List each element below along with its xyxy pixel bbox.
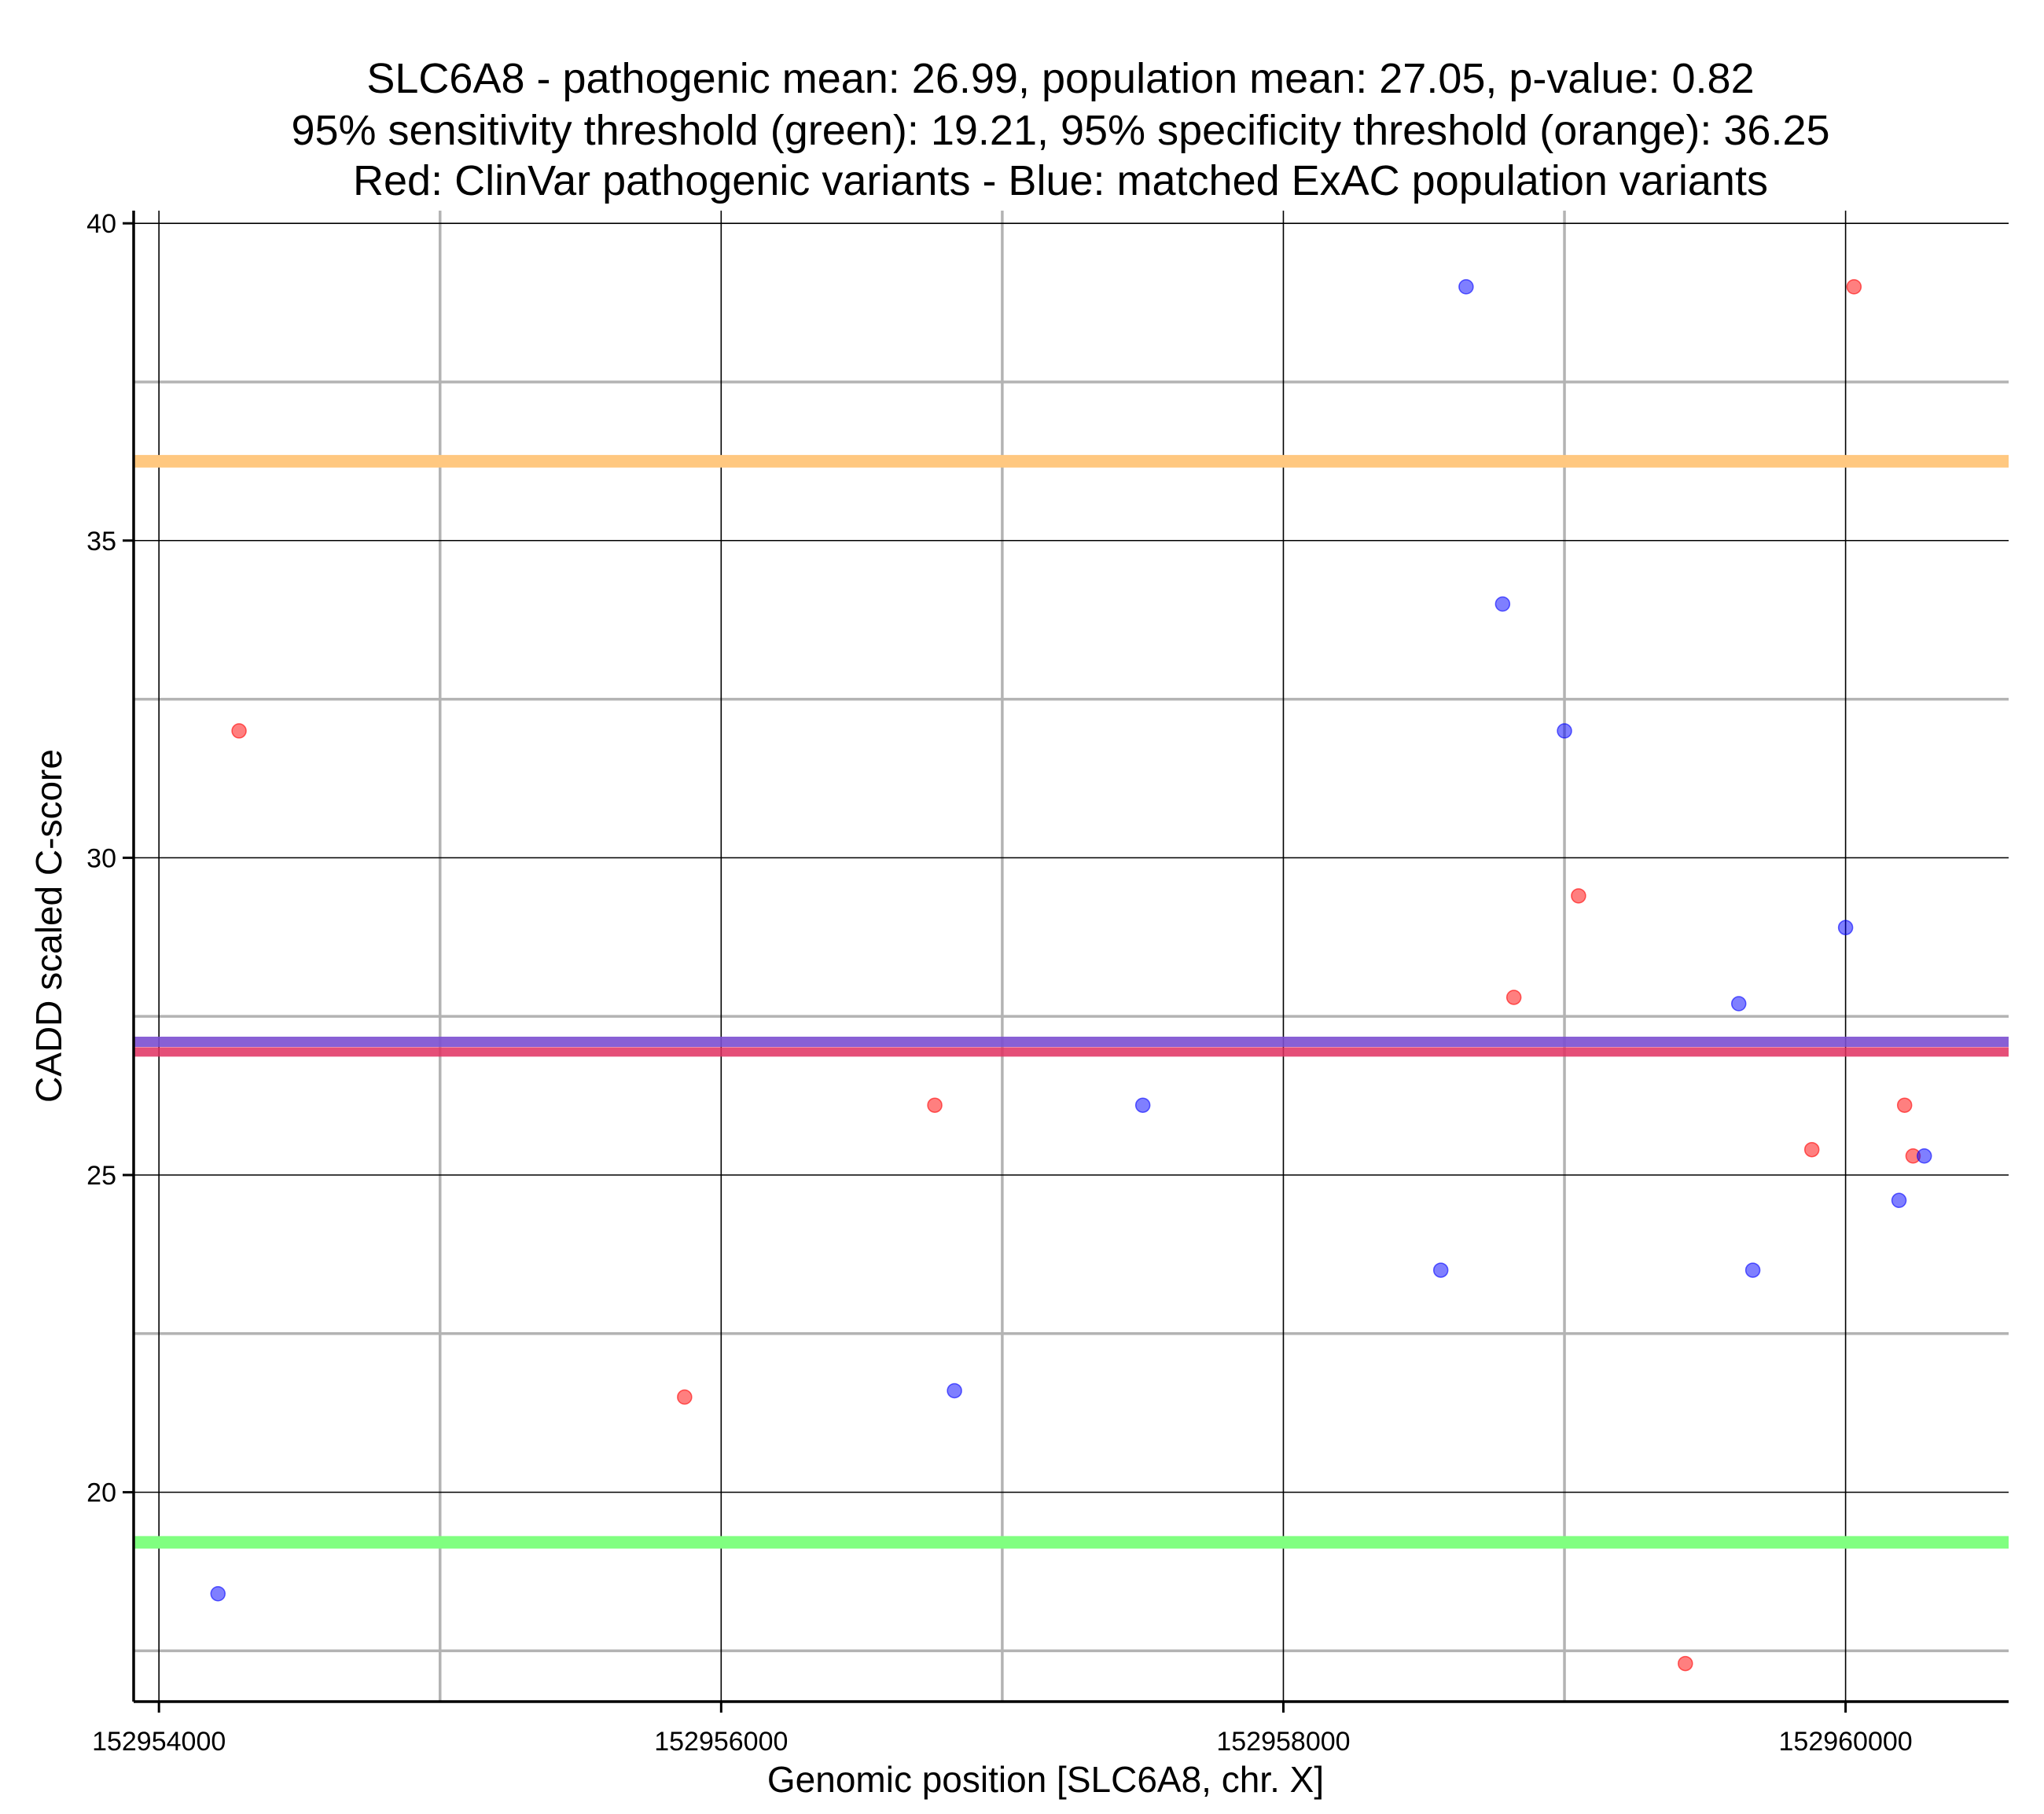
x-tick-label: 152956000 [654, 1727, 788, 1757]
population-point [1458, 279, 1474, 295]
population-point [1432, 1262, 1449, 1278]
population-point [1744, 1262, 1761, 1278]
y-tick-label: 25 [86, 1161, 116, 1191]
y-axis-title: CADD scaled C-score [28, 749, 69, 1103]
y-tick-label: 20 [86, 1478, 116, 1508]
pathogenic-point [677, 1389, 693, 1405]
x-axis-title: Genomic position [SLC6A8, chr. X] [767, 1759, 1324, 1800]
y-tick-label: 30 [86, 843, 116, 873]
pathogenic-point [1571, 888, 1586, 904]
pathogenic-point [1678, 1655, 1693, 1672]
pathogenic-point [927, 1097, 943, 1113]
population-point [1494, 596, 1511, 612]
population-point [1557, 723, 1572, 739]
tick-labels: 20 25 30 35 40 152954000 152956000 152958000 152… [86, 209, 1913, 1757]
title-line-1: SLC6A8 - pathogenic mean: 26.99, populat… [366, 55, 1754, 102]
pathogenic-point [1505, 990, 1522, 1005]
pathogenic-point [231, 723, 247, 739]
x-tick-label: 152960000 [1779, 1727, 1913, 1757]
x-tick-label: 152958000 [1216, 1727, 1350, 1757]
population-point [210, 1586, 226, 1602]
axes [132, 211, 2009, 1703]
pathogenic-point [1803, 1141, 1820, 1158]
title-line-3: Red: ClinVar pathogenic variants - Blue:… [353, 157, 1768, 204]
chart-title: SLC6A8 - pathogenic mean: 26.99, populat… [291, 55, 1829, 204]
reference-lines [134, 454, 2009, 1549]
minor-grid [134, 211, 2009, 1702]
population-point [1916, 1148, 1932, 1164]
major-grid [134, 211, 2009, 1702]
population-point [1730, 996, 1747, 1012]
data-points [210, 279, 1932, 1672]
title-line-2: 95% sensitivity threshold (green): 19.21… [291, 107, 1829, 154]
population-point [1134, 1097, 1151, 1113]
x-tick-label: 152954000 [92, 1727, 226, 1757]
pathogenic-point [1896, 1097, 1913, 1113]
population-point [947, 1383, 962, 1399]
population-point [1837, 920, 1854, 935]
y-tick-label: 40 [86, 209, 116, 239]
pathogenic-point [1846, 279, 1862, 295]
population-point [1891, 1192, 1907, 1209]
y-tick-label: 35 [86, 527, 116, 556]
